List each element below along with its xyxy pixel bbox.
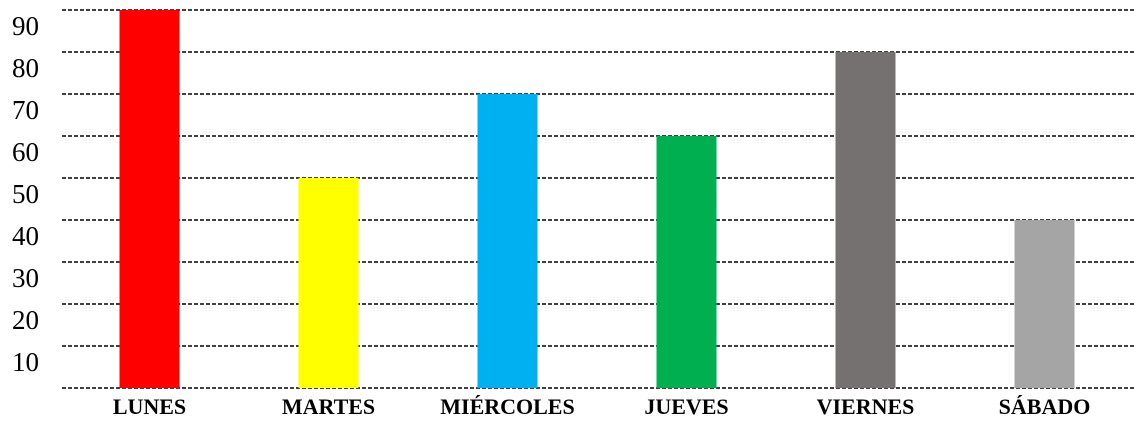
y-tick-label: 80 — [12, 53, 39, 83]
y-tick-label: 20 — [12, 305, 39, 335]
y-tick-label: 30 — [12, 263, 39, 293]
x-axis-category-labels: LUNES MARTES MIÉRCOLES JUEVES VIERNES SÁBADO — [113, 394, 1091, 419]
gridlines — [62, 9, 1136, 389]
x-category-label: VIERNES — [817, 394, 915, 419]
x-category-label: SÁBADO — [999, 394, 1091, 419]
x-category-label: JUEVES — [644, 394, 728, 419]
y-tick-label: 90 — [12, 11, 39, 41]
x-category-label: MARTES — [282, 394, 375, 419]
y-tick-label: 40 — [12, 221, 39, 251]
x-category-label: LUNES — [113, 394, 186, 419]
bar-sábado — [1014, 220, 1075, 388]
bar-miércoles — [477, 94, 538, 388]
bar-jueves — [656, 136, 717, 388]
bar-lunes — [119, 10, 180, 388]
bars — [119, 10, 1075, 388]
y-tick-label: 10 — [12, 347, 39, 377]
y-tick-label: 50 — [12, 179, 39, 209]
bar-martes — [298, 178, 359, 388]
bar-viernes — [835, 52, 896, 388]
x-category-label: MIÉRCOLES — [440, 394, 574, 419]
y-axis-tick-labels: 10 20 30 40 50 60 70 80 90 — [12, 11, 39, 377]
y-tick-label: 60 — [12, 137, 39, 167]
y-tick-label: 70 — [12, 95, 39, 125]
